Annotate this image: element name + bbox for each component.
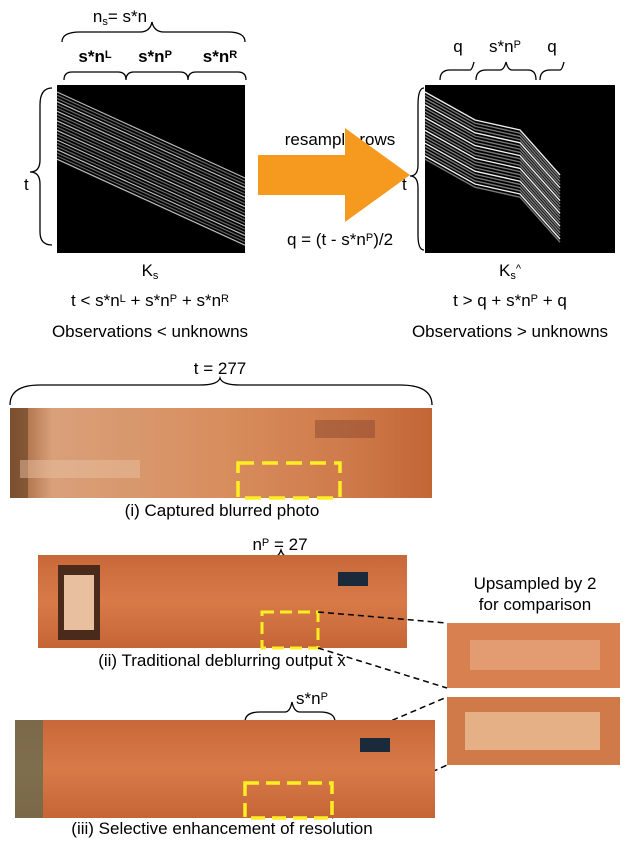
label: s*nP — [138, 47, 172, 66]
text-part: n — [93, 7, 102, 26]
text-part: R — [229, 49, 237, 61]
photo-detail — [465, 712, 600, 750]
figure: ns= s*n s*nL s*nP s*nR t Ks t < s*nL + s… — [0, 0, 627, 843]
photo-detail — [10, 408, 28, 498]
photo-detail — [20, 460, 140, 478]
text-part: )/2 — [373, 230, 393, 249]
brace — [245, 702, 335, 722]
brace — [410, 88, 424, 250]
text-part: P — [165, 49, 172, 61]
brace — [10, 378, 432, 405]
caption: (iii) Selective enhancement of resolutio… — [71, 819, 372, 838]
text-part: P — [514, 39, 521, 51]
label: q — [453, 37, 462, 56]
text-part: P — [531, 293, 538, 305]
text-part: K — [499, 261, 511, 280]
label: t = 277 — [194, 359, 246, 378]
label: q — [547, 37, 556, 56]
photo-detail — [315, 420, 375, 438]
photo-detail — [470, 640, 600, 670]
photo-detail — [338, 572, 368, 586]
text-part: P — [170, 293, 177, 305]
text-part: s*n — [203, 47, 229, 66]
text-part: s — [153, 270, 159, 282]
photo — [15, 720, 435, 818]
label: s*nL — [78, 47, 111, 66]
text-part: K — [142, 261, 154, 280]
text-part: t < s*n — [71, 291, 120, 310]
photo-detail — [64, 575, 94, 630]
text-part: ^ — [516, 263, 522, 275]
caption: (i) Captured blurred photo — [125, 501, 320, 520]
brace — [30, 88, 52, 245]
text-part: s*n — [138, 47, 164, 66]
label: q = (t - s*nP)/2 — [287, 230, 393, 249]
text-part: + s*n — [126, 291, 170, 310]
label: Observations > unknowns — [412, 322, 608, 341]
label: resample rows — [285, 130, 396, 149]
text-part: n — [252, 535, 261, 554]
text-part: s*n — [489, 37, 514, 56]
label: s*nP — [296, 689, 328, 708]
label: t — [402, 175, 407, 194]
label: Observations < unknowns — [52, 322, 248, 341]
text-part: s*n — [78, 47, 104, 66]
label: Ks^ — [499, 261, 522, 282]
text-part: P — [321, 691, 328, 703]
text-part: = 27 — [269, 535, 307, 554]
label: ns= s*n — [93, 7, 147, 28]
text-part: = s*n — [108, 7, 147, 26]
text-part: P — [262, 537, 269, 549]
label: for comparison — [479, 595, 591, 614]
text-part: t > q + s*n — [453, 291, 531, 310]
label: t < s*nL + s*nP + s*nR — [71, 291, 229, 310]
brace — [62, 22, 245, 42]
label: Upsampled by 2 — [474, 574, 597, 593]
text-part: q = (t - s*n — [287, 230, 366, 249]
text-part: L — [105, 49, 112, 61]
text-part: + q — [538, 291, 567, 310]
label: t > q + s*nP + q — [453, 291, 567, 310]
label: s*nR — [203, 47, 237, 66]
brace — [440, 62, 564, 80]
text-part: P — [366, 232, 373, 244]
text-part: R — [221, 293, 229, 305]
label: t — [24, 175, 29, 194]
text-part: + s*n — [177, 291, 221, 310]
brace — [64, 72, 246, 80]
text-part: s*n — [296, 689, 321, 708]
photo-detail — [360, 738, 390, 752]
label: s*nP — [489, 37, 521, 56]
caption: (ii) Traditional deblurring output x — [98, 651, 346, 670]
label: Ks — [142, 261, 159, 282]
photo-detail — [15, 720, 43, 818]
